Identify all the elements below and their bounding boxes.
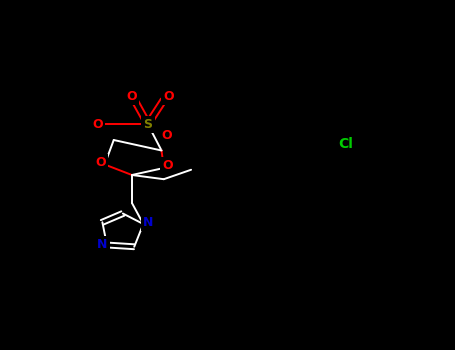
Text: O: O (162, 159, 173, 172)
Text: O: O (96, 156, 106, 169)
Text: S: S (143, 118, 152, 131)
Text: O: O (126, 90, 137, 103)
Text: Cl: Cl (339, 136, 353, 150)
Text: N: N (143, 216, 153, 229)
Text: N: N (97, 238, 107, 252)
Text: O: O (92, 118, 103, 131)
Text: O: O (162, 129, 172, 142)
Text: O: O (163, 90, 174, 103)
